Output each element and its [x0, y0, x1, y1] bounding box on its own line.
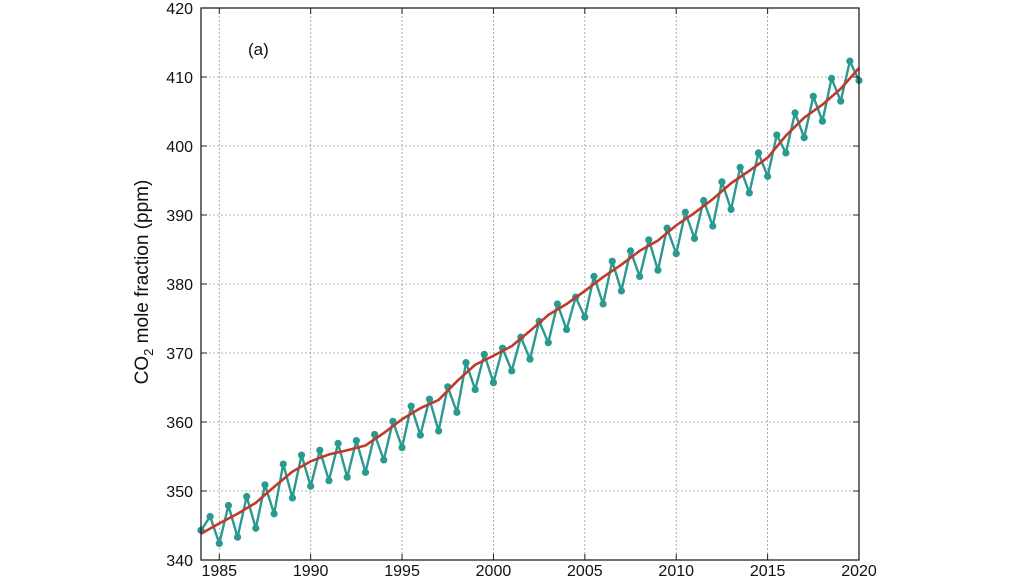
y-tick-label: 390	[166, 208, 193, 225]
monthly-data-point	[526, 355, 534, 363]
monthly-data-point	[846, 57, 854, 65]
monthly-data-point	[297, 451, 306, 459]
monthly-data-point	[709, 222, 717, 230]
y-tick-label: 410	[166, 70, 193, 87]
monthly-data-point	[462, 359, 470, 367]
y-tick-label: 350	[166, 484, 193, 501]
monthly-data-point	[809, 92, 817, 100]
monthly-data-point	[626, 247, 635, 255]
y-tick-label: 360	[166, 415, 193, 432]
monthly-data-point	[453, 408, 461, 416]
monthly-data-point	[562, 325, 571, 334]
y-tick-label: 380	[166, 277, 193, 294]
monthly-data-point	[425, 395, 434, 403]
x-tick-label: 2020	[841, 563, 877, 576]
monthly-data-point	[380, 456, 388, 464]
monthly-data-point	[288, 494, 296, 502]
axis-ticks: 1985 1990 1995 2000 2005 2010 2015 2020 340 350 36…	[166, 1, 877, 576]
monthly-data-point	[827, 74, 836, 82]
y-axis-label-subscript: 2	[141, 349, 156, 356]
monthly-data-point	[325, 477, 333, 485]
panel-label: (a)	[248, 40, 269, 59]
monthly-data-point	[279, 460, 287, 468]
monthly-data-point	[480, 350, 488, 358]
monthly-data-point	[471, 385, 479, 394]
monthly-data-point	[334, 439, 342, 447]
monthly-data-point	[343, 473, 351, 481]
monthly-data-point	[791, 109, 799, 117]
monthly-data-point	[215, 539, 223, 548]
monthly-data-point	[489, 379, 498, 387]
monthly-data-point	[581, 313, 589, 321]
monthly-data-point	[681, 208, 689, 216]
monthly-data-point	[544, 339, 552, 347]
y-axis-label-main: CO	[132, 356, 153, 385]
monthly-data-point	[261, 481, 269, 489]
monthly-data-point	[745, 189, 753, 197]
x-tick-label: 1995	[384, 563, 420, 576]
monthly-data-point	[398, 443, 406, 452]
monthly-data-point	[361, 468, 370, 476]
monthly-data-point	[224, 501, 233, 510]
x-tick-label: 2015	[750, 563, 786, 576]
y-tick-label: 420	[166, 1, 193, 18]
x-tick-label: 2000	[476, 563, 512, 576]
monthly-data-point	[389, 417, 397, 425]
monthly-data-point	[672, 250, 680, 258]
y-tick-label: 340	[166, 553, 193, 570]
monthly-data-point	[636, 272, 644, 281]
monthly-data-point	[654, 266, 662, 274]
monthly-data-point	[435, 427, 443, 435]
monthly-data-point	[818, 117, 827, 125]
monthly-data-point	[206, 512, 214, 521]
x-tick-label: 1985	[201, 563, 237, 576]
monthly-data-point	[736, 163, 744, 171]
y-tick-label: 400	[166, 139, 193, 156]
monthly-data-point	[371, 430, 379, 439]
monthly-data-point	[690, 234, 699, 243]
monthly-data-point	[700, 196, 708, 205]
monthly-series-line	[199, 59, 861, 545]
monthly-data-point	[617, 287, 625, 295]
x-tick-label: 2010	[658, 563, 694, 576]
monthly-data-point	[243, 492, 251, 501]
gridlines	[201, 7, 860, 561]
monthly-data-point	[773, 131, 781, 139]
monthly-data-point	[252, 524, 260, 532]
monthly-data-point	[608, 257, 616, 265]
monthly-data-point	[407, 402, 415, 410]
monthly-data-point	[352, 437, 360, 445]
monthly-data-point	[508, 367, 516, 375]
monthly-data-point	[553, 300, 562, 308]
monthly-data-point	[837, 97, 845, 105]
x-tick-label: 2005	[567, 563, 603, 576]
monthly-data-point	[233, 533, 242, 541]
monthly-data-point	[590, 272, 598, 281]
monthly-data-point	[718, 178, 726, 186]
x-tick-label: 1990	[293, 563, 329, 576]
y-axis-label-rest: mole fraction (ppm)	[132, 180, 153, 349]
y-axis-label: CO2 mole fraction (ppm)	[132, 180, 156, 385]
monthly-data-point	[307, 482, 315, 490]
trend-series-line	[200, 67, 860, 535]
series-layer	[197, 57, 863, 548]
monthly-data-point	[316, 446, 324, 454]
monthly-data-point	[645, 236, 653, 244]
monthly-data-point	[800, 134, 808, 142]
monthly-data-point	[764, 172, 772, 180]
monthly-data-point	[727, 205, 735, 214]
monthly-data-point	[416, 431, 424, 439]
monthly-data-point	[599, 300, 607, 308]
monthly-data-point	[270, 510, 278, 518]
y-tick-label: 370	[166, 346, 193, 363]
monthly-data-point	[754, 149, 763, 157]
monthly-data-point	[782, 149, 790, 157]
